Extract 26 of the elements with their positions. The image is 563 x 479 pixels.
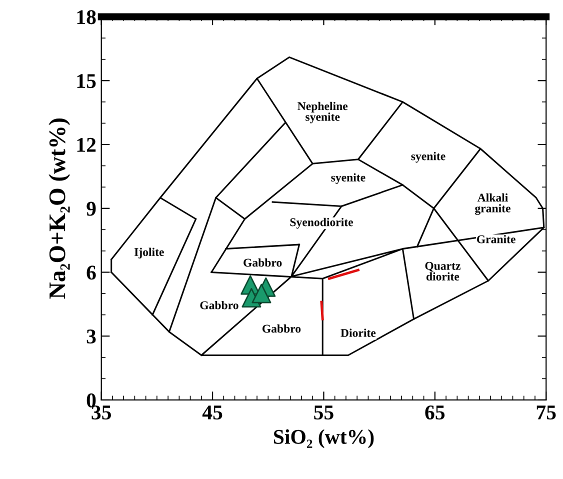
x-tick-label: 75 [536, 406, 556, 420]
y-axis-title: Na₂O+K₂O (wt%) [48, 118, 70, 299]
annotation: Gabbro [200, 300, 238, 310]
annotation: Quartz diorite [425, 262, 460, 281]
annotation: Gabbro [244, 258, 282, 267]
y-tick-label: 3 [86, 330, 96, 344]
y-tick-label: 12 [77, 138, 96, 152]
annotation: syenite [331, 173, 366, 184]
annotation: Diorite [340, 328, 376, 337]
y-tick-label: 9 [86, 202, 96, 216]
annotation: Nepheline syenite [298, 102, 348, 124]
x-tick-label: 45 [202, 406, 222, 420]
annotation: Gabbro [262, 324, 301, 333]
y-tick-label: 18 [77, 10, 96, 24]
x-axis-title: SiO₂ (wt%) [274, 429, 374, 448]
y-tick-label: 15 [77, 74, 96, 88]
annotation: Alkali granite [475, 193, 510, 215]
x-tick-label: 65 [425, 405, 445, 420]
annotation: Granite [476, 234, 516, 244]
x-tick-label: 55 [314, 406, 334, 420]
y-tick-label: 6 [86, 266, 96, 280]
annotation: Ijolite [134, 248, 164, 258]
y-tick-label: 0 [86, 393, 96, 408]
x-tick-label: 35 [92, 405, 111, 420]
annotation: Syenodiorite [290, 218, 354, 229]
annotation: syenite [411, 152, 446, 163]
